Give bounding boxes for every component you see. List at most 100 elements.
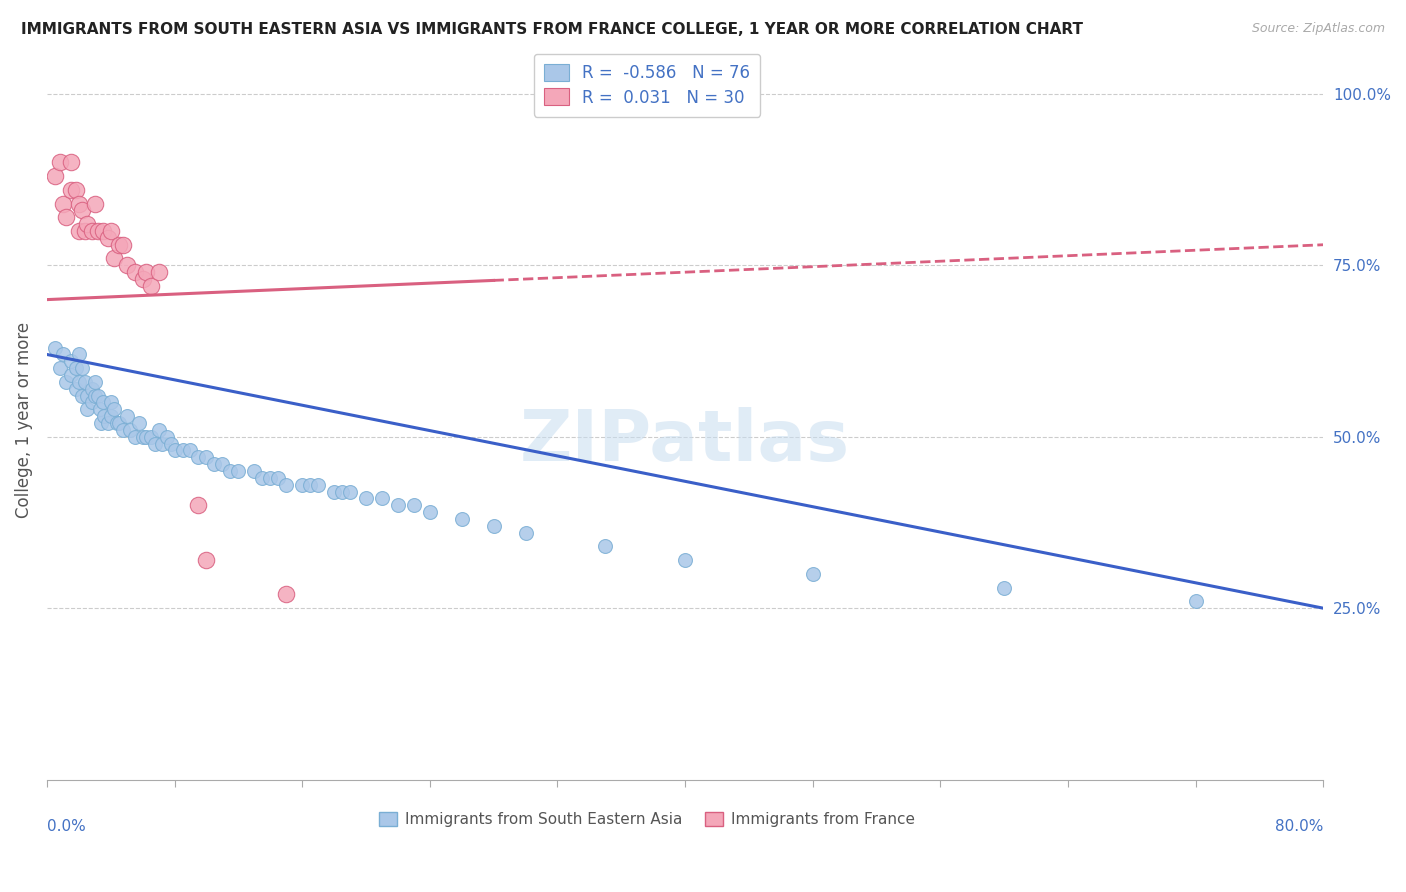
Point xyxy=(419,505,441,519)
Y-axis label: College, 1 year or more: College, 1 year or more xyxy=(15,321,32,517)
Point xyxy=(259,471,281,485)
Point xyxy=(65,183,87,197)
Point xyxy=(387,499,409,513)
Point xyxy=(70,361,93,376)
Point xyxy=(59,354,82,368)
Point xyxy=(1184,594,1206,608)
Point xyxy=(131,272,153,286)
Point xyxy=(323,484,346,499)
Text: IMMIGRANTS FROM SOUTH EASTERN ASIA VS IMMIGRANTS FROM FRANCE COLLEGE, 1 YEAR OR : IMMIGRANTS FROM SOUTH EASTERN ASIA VS IM… xyxy=(21,22,1083,37)
Point xyxy=(103,252,125,266)
Point xyxy=(52,196,75,211)
Point xyxy=(150,436,173,450)
Point xyxy=(76,402,98,417)
Point xyxy=(148,423,170,437)
Point xyxy=(187,499,209,513)
Point xyxy=(148,265,170,279)
Point xyxy=(801,566,824,581)
Point xyxy=(195,450,218,465)
Point xyxy=(91,395,114,409)
Point xyxy=(993,581,1015,595)
Point xyxy=(48,155,70,169)
Point xyxy=(155,430,177,444)
Point xyxy=(59,368,82,382)
Point xyxy=(339,484,361,499)
Point xyxy=(96,231,118,245)
Point xyxy=(673,553,696,567)
Point xyxy=(80,395,103,409)
Point xyxy=(124,430,146,444)
Point xyxy=(163,443,186,458)
Point xyxy=(371,491,394,506)
Point xyxy=(48,361,70,376)
Point xyxy=(67,196,90,211)
Point xyxy=(87,389,110,403)
Point xyxy=(145,436,167,450)
Point xyxy=(195,553,218,567)
Point xyxy=(450,512,472,526)
Point xyxy=(67,375,90,389)
Point xyxy=(330,484,353,499)
Point xyxy=(80,224,103,238)
Text: 0.0%: 0.0% xyxy=(46,819,86,834)
Point xyxy=(187,450,209,465)
Point xyxy=(139,430,162,444)
Point xyxy=(291,477,314,491)
Point xyxy=(112,423,135,437)
Point xyxy=(76,389,98,403)
Point xyxy=(179,443,201,458)
Point xyxy=(100,409,122,424)
Point xyxy=(243,464,266,478)
Point xyxy=(107,237,129,252)
Point xyxy=(55,375,77,389)
Point xyxy=(83,389,105,403)
Point xyxy=(83,196,105,211)
Point xyxy=(87,224,110,238)
Point xyxy=(75,224,97,238)
Point xyxy=(67,224,90,238)
Text: ZIPatlas: ZIPatlas xyxy=(520,407,851,475)
Point xyxy=(160,436,183,450)
Point xyxy=(276,477,298,491)
Point xyxy=(299,477,322,491)
Point xyxy=(402,499,425,513)
Point xyxy=(107,416,129,430)
Point xyxy=(354,491,377,506)
Point xyxy=(65,382,87,396)
Point xyxy=(228,464,250,478)
Point xyxy=(96,416,118,430)
Point xyxy=(67,347,90,361)
Point xyxy=(76,217,98,231)
Point xyxy=(80,382,103,396)
Point xyxy=(135,265,157,279)
Point xyxy=(83,375,105,389)
Point xyxy=(595,540,617,554)
Point xyxy=(105,416,128,430)
Point xyxy=(267,471,290,485)
Point xyxy=(70,389,93,403)
Text: Source: ZipAtlas.com: Source: ZipAtlas.com xyxy=(1251,22,1385,36)
Point xyxy=(202,457,225,471)
Legend: Immigrants from South Eastern Asia, Immigrants from France: Immigrants from South Eastern Asia, Immi… xyxy=(373,805,921,833)
Point xyxy=(59,155,82,169)
Point xyxy=(139,279,162,293)
Point xyxy=(135,430,157,444)
Point xyxy=(55,211,77,225)
Point xyxy=(252,471,274,485)
Point xyxy=(100,395,122,409)
Point xyxy=(100,224,122,238)
Point xyxy=(70,203,93,218)
Point xyxy=(112,237,135,252)
Point xyxy=(75,375,97,389)
Point xyxy=(44,169,66,184)
Point xyxy=(307,477,329,491)
Text: 80.0%: 80.0% xyxy=(1275,819,1323,834)
Point xyxy=(115,258,138,272)
Point xyxy=(211,457,233,471)
Point xyxy=(65,361,87,376)
Point xyxy=(482,519,505,533)
Point xyxy=(115,409,138,424)
Point xyxy=(59,183,82,197)
Point xyxy=(44,341,66,355)
Point xyxy=(124,265,146,279)
